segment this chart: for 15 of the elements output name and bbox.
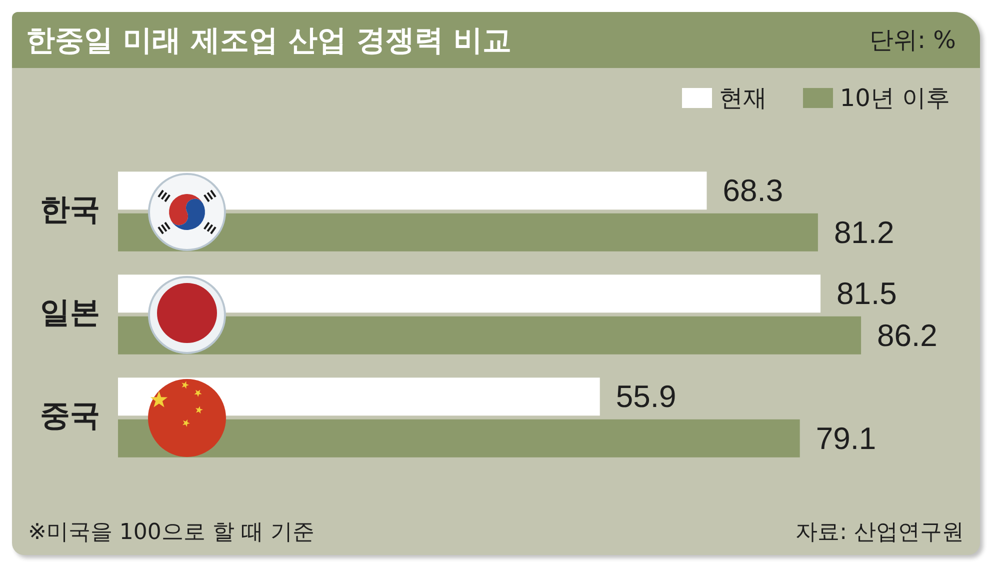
text: ※미국을 100으로 할 때 기준: [28, 519, 314, 547]
legend-label: 10년 이후: [840, 83, 950, 114]
chart-title: 한중일 미래 제조업 산업 경쟁력 비교: [26, 22, 512, 59]
data-label: 86.2: [877, 318, 938, 353]
data-label: 55.9: [616, 379, 676, 414]
y-tick-label: 일본: [40, 295, 100, 330]
data-label: 68.3: [722, 173, 784, 208]
y-tick-label: 중국: [40, 398, 100, 434]
data-label: 81.5: [836, 276, 897, 312]
legend-label: 현재: [718, 83, 767, 114]
data-label: 79.1: [816, 420, 876, 456]
y-tick-label: 한국: [40, 192, 100, 228]
data-label: 81.2: [834, 214, 894, 250]
text: 자료: 산업연구원: [796, 519, 964, 547]
text: 단위: %: [869, 25, 956, 56]
